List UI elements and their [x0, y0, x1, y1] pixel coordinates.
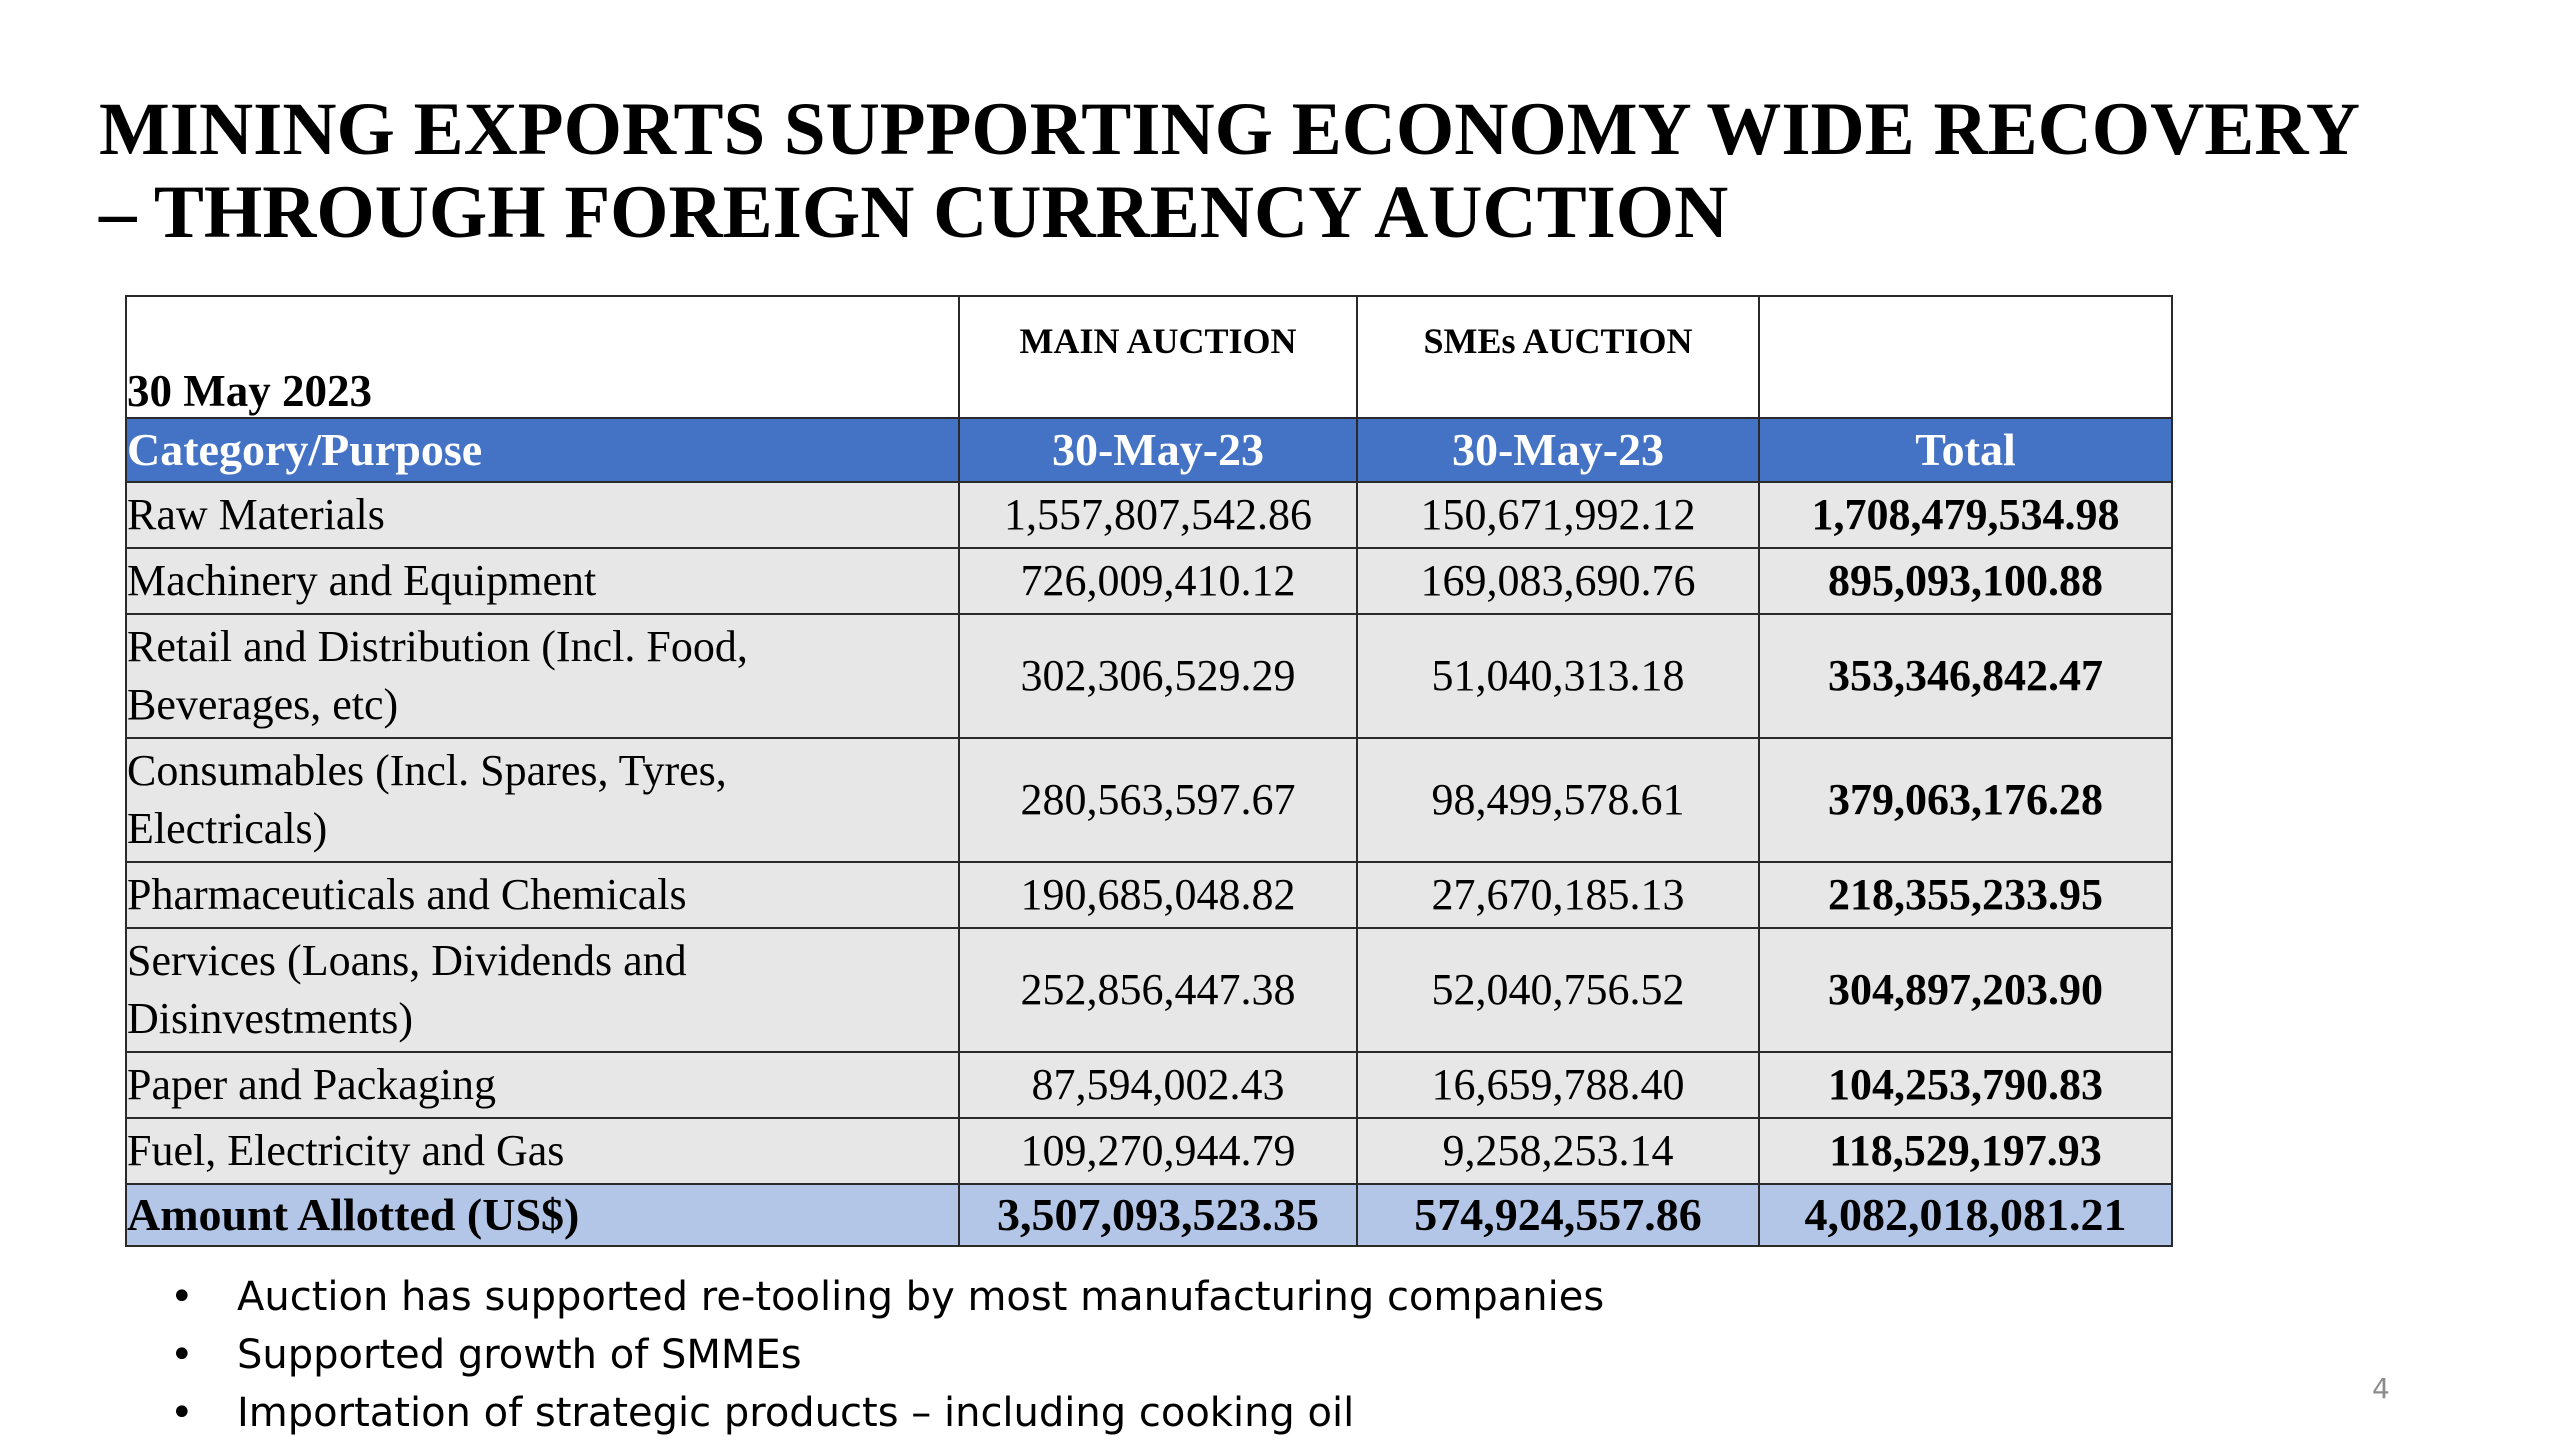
- table-row: Machinery and Equipment 726,009,410.12 1…: [125, 547, 2173, 615]
- row-smes-amount: 150,671,992.12: [1356, 481, 1760, 549]
- list-item-text: Auction has supported re-tooling by most…: [237, 1274, 1605, 1320]
- row-category-line-2: Beverages, etc): [127, 680, 399, 729]
- table-row: Retail and Distribution (Incl. Food, Bev…: [125, 613, 2173, 739]
- list-item-text: Importation of strategic products – incl…: [237, 1390, 1355, 1436]
- report-date: 30 May 2023: [125, 295, 960, 419]
- row-total-amount: 118,529,197.93: [1758, 1117, 2173, 1185]
- table-row: Fuel, Electricity and Gas 109,270,944.79…: [125, 1117, 2173, 1185]
- amount-allotted-label: Amount Allotted (US$): [125, 1183, 960, 1247]
- column-header-row: Category/Purpose 30-May-23 30-May-23 Tot…: [125, 417, 2173, 483]
- row-smes-amount: 169,083,690.76: [1356, 547, 1760, 615]
- page-number: 4: [2372, 1372, 2390, 1405]
- table-row: Consumables (Incl. Spares, Tyres, Electr…: [125, 737, 2173, 863]
- amount-allotted-row: Amount Allotted (US$) 3,507,093,523.35 5…: [125, 1183, 2173, 1247]
- list-item-text: Supported growth of SMMEs: [237, 1332, 802, 1378]
- column-header-smes-date: 30-May-23: [1356, 417, 1760, 483]
- amount-allotted-smes: 574,924,557.86: [1356, 1183, 1760, 1247]
- list-item: • Auction has supported re-tooling by mo…: [170, 1268, 1604, 1326]
- row-main-amount: 302,306,529.29: [958, 613, 1358, 739]
- row-category-line-2: Electricals): [127, 804, 328, 853]
- key-points-list: • Auction has supported re-tooling by mo…: [170, 1268, 1604, 1442]
- row-category-line-1: Consumables (Incl. Spares, Tyres,: [127, 746, 727, 795]
- row-category: Services (Loans, Dividends and Disinvest…: [125, 927, 960, 1053]
- table-row: Paper and Packaging 87,594,002.43 16,659…: [125, 1051, 2173, 1119]
- slide-title-line-1: MINING EXPORTS SUPPORTING ECONOMY WIDE R…: [99, 88, 2361, 171]
- auction-allocation-table: 30 May 2023 MAIN AUCTION SMEs AUCTION Ca…: [125, 295, 2173, 1247]
- row-total-amount: 304,897,203.90: [1758, 927, 2173, 1053]
- row-category: Consumables (Incl. Spares, Tyres, Electr…: [125, 737, 960, 863]
- row-smes-amount: 52,040,756.52: [1356, 927, 1760, 1053]
- column-header-category: Category/Purpose: [125, 417, 960, 483]
- amount-allotted-main: 3,507,093,523.35: [958, 1183, 1358, 1247]
- row-category: Pharmaceuticals and Chemicals: [125, 861, 960, 929]
- table-row: Pharmaceuticals and Chemicals 190,685,04…: [125, 861, 2173, 929]
- list-item: • Importation of strategic products – in…: [170, 1384, 1604, 1442]
- row-category: Retail and Distribution (Incl. Food, Bev…: [125, 613, 960, 739]
- bullet-icon: •: [170, 1390, 194, 1436]
- row-category: Fuel, Electricity and Gas: [125, 1117, 960, 1185]
- row-smes-amount: 98,499,578.61: [1356, 737, 1760, 863]
- blank-header-cell: [1758, 295, 2173, 419]
- row-main-amount: 109,270,944.79: [958, 1117, 1358, 1185]
- table-row: Raw Materials 1,557,807,542.86 150,671,9…: [125, 481, 2173, 549]
- row-total-amount: 218,355,233.95: [1758, 861, 2173, 929]
- row-category: Raw Materials: [125, 481, 960, 549]
- row-total-amount: 379,063,176.28: [1758, 737, 2173, 863]
- main-auction-header: MAIN AUCTION: [958, 295, 1358, 419]
- row-total-amount: 104,253,790.83: [1758, 1051, 2173, 1119]
- row-category-line-1: Services (Loans, Dividends and: [127, 936, 687, 985]
- column-header-total: Total: [1758, 417, 2173, 483]
- column-header-main-date: 30-May-23: [958, 417, 1358, 483]
- bullet-icon: •: [170, 1274, 194, 1320]
- row-main-amount: 726,009,410.12: [958, 547, 1358, 615]
- row-smes-amount: 27,670,185.13: [1356, 861, 1760, 929]
- row-main-amount: 280,563,597.67: [958, 737, 1358, 863]
- row-main-amount: 1,557,807,542.86: [958, 481, 1358, 549]
- list-item: • Supported growth of SMMEs: [170, 1326, 1604, 1384]
- bullet-icon: •: [170, 1332, 194, 1378]
- row-category: Paper and Packaging: [125, 1051, 960, 1119]
- row-smes-amount: 9,258,253.14: [1356, 1117, 1760, 1185]
- row-total-amount: 1,708,479,534.98: [1758, 481, 2173, 549]
- row-total-amount: 353,346,842.47: [1758, 613, 2173, 739]
- row-main-amount: 87,594,002.43: [958, 1051, 1358, 1119]
- smes-auction-header: SMEs AUCTION: [1356, 295, 1760, 419]
- row-total-amount: 895,093,100.88: [1758, 547, 2173, 615]
- auction-header-row: 30 May 2023 MAIN AUCTION SMEs AUCTION: [125, 295, 2173, 419]
- row-main-amount: 252,856,447.38: [958, 927, 1358, 1053]
- table-row: Services (Loans, Dividends and Disinvest…: [125, 927, 2173, 1053]
- row-main-amount: 190,685,048.82: [958, 861, 1358, 929]
- amount-allotted-total: 4,082,018,081.21: [1758, 1183, 2173, 1247]
- row-category: Machinery and Equipment: [125, 547, 960, 615]
- row-smes-amount: 51,040,313.18: [1356, 613, 1760, 739]
- row-category-line-2: Disinvestments): [127, 994, 413, 1043]
- row-category-line-1: Retail and Distribution (Incl. Food,: [127, 622, 748, 671]
- row-smes-amount: 16,659,788.40: [1356, 1051, 1760, 1119]
- slide-title: MINING EXPORTS SUPPORTING ECONOMY WIDE R…: [99, 88, 2499, 254]
- slide-title-line-2: – THROUGH FOREIGN CURRENCY AUCTION: [99, 171, 1729, 254]
